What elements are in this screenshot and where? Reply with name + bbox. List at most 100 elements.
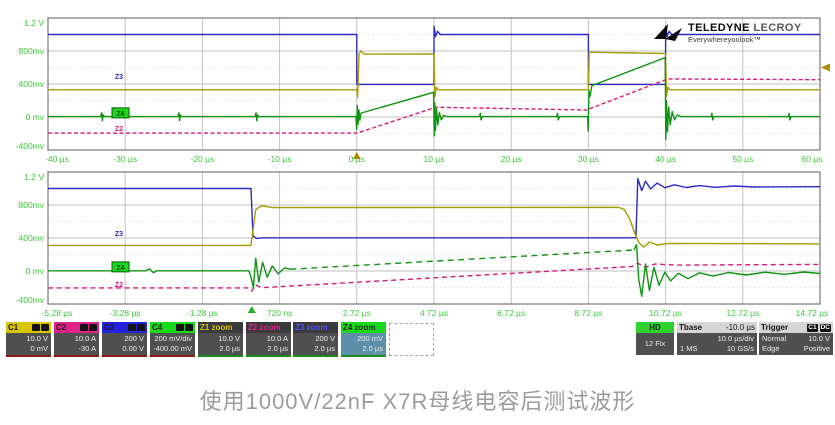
descriptor-Z2[interactable]: Z2 zoom 10.0 A 2.0 µs bbox=[246, 322, 291, 357]
trace-z2-pink bbox=[48, 262, 820, 292]
descriptor-Z2-offset: 2.0 µs bbox=[267, 344, 288, 353]
logo-tagline: Everywhereyoulook™ bbox=[688, 35, 761, 44]
trace-z1-yellow bbox=[48, 205, 820, 248]
x-axis-labels: -40 µs -30 µs -20 µs -10 µs 0 µs 10 µs 20 µs 30… bbox=[45, 154, 822, 164]
trace-z4-green-segment bbox=[633, 243, 820, 297]
descriptor-C2[interactable]: C2 10.0 A -30 A bbox=[54, 322, 99, 357]
tbase-perdiv: 10.0 µs/div bbox=[717, 334, 754, 343]
descriptor-strip bbox=[246, 355, 291, 357]
y-tick-label: 1.2 V bbox=[24, 172, 44, 182]
descriptor-strip bbox=[198, 355, 243, 357]
x-axis-labels: -5.28 µs -3.28 µs -1.28 µs 720 ns 2.72 µs 4.7… bbox=[42, 308, 829, 318]
descriptor-C4[interactable]: C4 200 mV/div -400.00 mV bbox=[150, 322, 195, 357]
descriptor-C4-scale: 200 mV/div bbox=[154, 334, 192, 343]
hd-box[interactable]: HD 12 Fix bbox=[636, 322, 674, 355]
x-tick-label: -1.28 µs bbox=[187, 308, 218, 318]
y-tick-label: 800mv bbox=[18, 46, 44, 56]
x-tick-label: 10 µs bbox=[424, 154, 445, 164]
trigger-time-marker bbox=[352, 152, 361, 159]
tbase-header: Tbase -10.0 µs bbox=[677, 322, 757, 333]
descriptor-Z3-label: Z3 zoom bbox=[295, 323, 328, 332]
trigger-time-marker bbox=[247, 306, 256, 313]
descriptor-C1-offset: 0 mV bbox=[30, 344, 48, 353]
descriptor-C1-label: C1 bbox=[8, 323, 19, 332]
y-tick-label: 400mv bbox=[18, 233, 44, 243]
trigger-type: Edge bbox=[762, 344, 780, 353]
tbase-sampling: 1 MS 10 GS/s bbox=[677, 344, 757, 354]
trigger-body: Normal 10.0 V Edge Positive bbox=[759, 333, 833, 355]
x-tick-label: 60 µs bbox=[802, 154, 823, 164]
descriptor-Z1-offset: 2.0 µs bbox=[219, 344, 240, 353]
caption: 使用1000V/22nF X7R母线电容后测试波形 bbox=[199, 389, 636, 414]
descriptor-Z4-header: Z4 zoom bbox=[341, 322, 386, 333]
descriptor-C2-scale: 10.0 A bbox=[74, 334, 96, 343]
trigger-level-marker bbox=[821, 63, 830, 72]
descriptor-C2-chips bbox=[80, 324, 97, 331]
descriptor-C3-header: C3 bbox=[102, 322, 147, 333]
coupling-badge bbox=[128, 324, 136, 331]
tbase-title: Tbase bbox=[679, 323, 703, 332]
descriptor-Z2-body: 10.0 A 2.0 µs bbox=[246, 333, 291, 355]
bandwidth-badge bbox=[41, 324, 49, 331]
hd-bits: 12 Fix bbox=[644, 339, 666, 348]
descriptor-C4-offset: -400.00 mV bbox=[153, 344, 192, 353]
descriptor-C1-header: C1 bbox=[6, 322, 51, 333]
trace-z3-blue bbox=[48, 25, 820, 86]
descriptor-Z1-header: Z1 zoom bbox=[198, 322, 243, 333]
trigger-mode-level: Normal 10.0 V bbox=[759, 334, 833, 344]
trigger-box[interactable]: Trigger C1 DC Normal 10.0 V Edge Positive bbox=[759, 322, 833, 355]
descriptor-Z3-body: 200 V 2.0 µs bbox=[293, 333, 338, 355]
trace-z1-yellow-segment bbox=[48, 205, 820, 248]
x-tick-label: -20 µs bbox=[191, 154, 215, 164]
level-badge-Z3: Z3 bbox=[115, 74, 123, 81]
x-tick-label: 20 µs bbox=[501, 154, 522, 164]
descriptor-Z2-header: Z2 zoom bbox=[246, 322, 291, 333]
descriptor-C1-scale: 10.0 V bbox=[26, 334, 48, 343]
descriptor-Z1-body: 10.0 V 2.0 µs bbox=[198, 333, 243, 355]
trace-z3-blue-segment bbox=[48, 25, 820, 86]
descriptor-Z4[interactable]: Z4 zoom 200 mV 2.0 µs bbox=[341, 322, 386, 357]
trace-z2-pink-segment bbox=[48, 78, 820, 134]
tbase-offset: -10.0 µs bbox=[725, 323, 755, 332]
tbase-samples: 1 MS bbox=[680, 344, 698, 353]
trace-z2-pink-segment bbox=[48, 262, 820, 292]
trace-z3-blue-segment bbox=[48, 177, 820, 240]
x-tick-label: 4.72 µs bbox=[420, 308, 448, 318]
descriptor-Z2-scale: 10.0 A bbox=[266, 334, 288, 343]
descriptor-Z3-header: Z3 zoom bbox=[293, 322, 338, 333]
descriptor-Z2-label: Z2 zoom bbox=[248, 323, 281, 332]
descriptor-Z4-body: 200 mV 2.0 µs bbox=[341, 333, 386, 355]
descriptor-C4-label: C4 bbox=[152, 323, 163, 332]
y-tick-label: 800mv bbox=[18, 200, 44, 210]
descriptor-C3-chips bbox=[128, 324, 145, 331]
tbase-box[interactable]: Tbase -10.0 µs 10.0 µs/div 1 MS 10 GS/s bbox=[677, 322, 757, 355]
y-tick-label: -400mv bbox=[16, 141, 45, 151]
descriptor-C3-label: C3 bbox=[104, 323, 115, 332]
x-tick-label: -3.28 µs bbox=[110, 308, 141, 318]
logo-lecroy: LECROY bbox=[753, 22, 802, 34]
panel-zoom-grid: -5.28 µs -3.28 µs -1.28 µs 720 ns 2.72 µs 4.7… bbox=[16, 171, 829, 318]
x-tick-label: 50 µs bbox=[732, 154, 753, 164]
descriptor-strip bbox=[6, 355, 51, 357]
descriptor-C3[interactable]: C3 200 V 0.00 V bbox=[102, 322, 147, 357]
coupling-badge bbox=[80, 324, 88, 331]
x-tick-label: 6.72 µs bbox=[497, 308, 525, 318]
hd-header: HD bbox=[636, 322, 674, 333]
y-tick-label: 1.2 V bbox=[24, 18, 44, 28]
grid-border bbox=[47, 171, 821, 305]
descriptor-Z3[interactable]: Z3 zoom 200 V 2.0 µs bbox=[293, 322, 338, 357]
descriptor-Z1[interactable]: Z1 zoom 10.0 V 2.0 µs bbox=[198, 322, 243, 357]
descriptor-Z3-scale: 200 V bbox=[315, 334, 335, 343]
x-tick-label: 40 µs bbox=[655, 154, 676, 164]
x-tick-label: 30 µs bbox=[578, 154, 599, 164]
trace-z4-green-segment bbox=[48, 257, 291, 289]
trace-z3-blue bbox=[48, 177, 820, 240]
x-tick-label: 2.72 µs bbox=[343, 308, 371, 318]
trace-z4-green bbox=[48, 56, 820, 141]
level-badge-label: Z4 bbox=[116, 265, 124, 272]
bandwidth-badge bbox=[89, 324, 97, 331]
descriptor-empty-slot[interactable] bbox=[389, 323, 434, 356]
x-tick-label: 8.72 µs bbox=[574, 308, 602, 318]
descriptor-C1-chips bbox=[32, 324, 49, 331]
